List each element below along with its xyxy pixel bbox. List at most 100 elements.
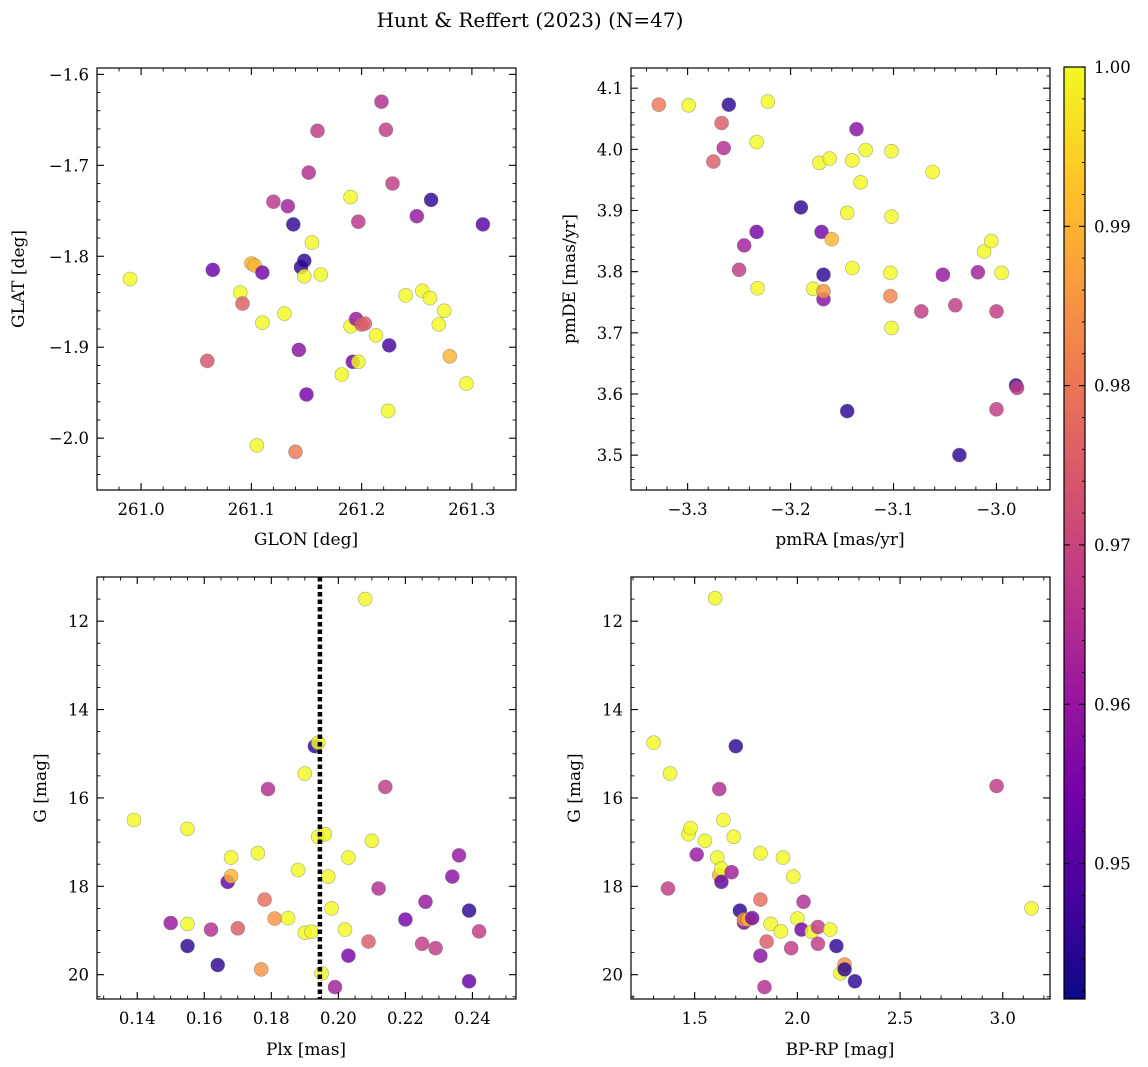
cmd-point — [810, 936, 826, 952]
glon_glat-point — [334, 367, 350, 382]
plx_g-point — [418, 894, 433, 910]
plx_g-point — [461, 973, 477, 989]
glon_glat-point — [280, 198, 296, 214]
cmd-xtick-label: 2.5 — [887, 1009, 913, 1028]
plx_g-point — [260, 781, 276, 797]
cmd-point — [753, 845, 768, 861]
glon_glat-point — [357, 316, 373, 331]
colorbar-tick-label: 0.97 — [1094, 536, 1131, 555]
glon_glat-point — [431, 317, 447, 332]
pm-point — [760, 94, 776, 109]
glon_glat-point — [368, 328, 384, 343]
colorbar-tick-label: 0.99 — [1094, 217, 1131, 236]
plx_g-point — [341, 948, 356, 964]
glon_glat-point — [409, 208, 425, 224]
glon_glat-point — [381, 338, 397, 353]
cmd-ytick-label: 20 — [602, 966, 623, 985]
colorbar-tick-label: 1.00 — [1094, 58, 1131, 77]
glon_glat-point — [205, 262, 221, 278]
ylabel-glat: GLAT [deg] — [9, 230, 29, 328]
plx_g-point — [180, 916, 195, 932]
pm-point — [681, 98, 697, 113]
glon_glat-ytick-label: −1.7 — [49, 156, 89, 175]
plx_g-point — [414, 936, 430, 952]
colorbar-tick-label: 0.95 — [1094, 855, 1131, 874]
plx_g-point — [180, 938, 195, 954]
cmd-point — [707, 590, 723, 606]
cmd-point — [796, 894, 811, 910]
plx_g-point — [280, 910, 296, 926]
cmd-point — [716, 812, 731, 828]
cmd-point — [763, 916, 779, 932]
plx_g-point — [398, 912, 413, 927]
pm-point — [736, 238, 752, 253]
cmd-point — [714, 874, 729, 890]
cmd-ytick-label: 16 — [602, 789, 623, 808]
glon_glat-point — [266, 194, 281, 209]
glon_glat-ytick-label: −1.6 — [49, 65, 89, 84]
plx_g-ytick-label: 12 — [68, 612, 89, 631]
glon_glat-xtick-label: 261.3 — [448, 500, 495, 519]
cmd-point — [689, 847, 705, 862]
cmd-ytick-label: 14 — [602, 701, 623, 720]
colorbar-gradient — [1063, 66, 1086, 1000]
cmd-point — [759, 934, 774, 949]
cmd-point — [753, 892, 768, 907]
pm-point — [721, 97, 737, 112]
plx_g-xtick-label: 0.14 — [119, 1009, 156, 1028]
glon_glat-xtick-label: 261.0 — [117, 500, 164, 519]
cmd-point — [775, 850, 791, 865]
glon_glat-xtick-label: 261.2 — [338, 500, 385, 519]
pm-point — [849, 121, 864, 137]
cmd-point — [837, 962, 852, 977]
pm-xtick-label: −3.3 — [668, 500, 708, 519]
cmd-point — [989, 778, 1004, 794]
axes-frame-pm — [630, 67, 1051, 491]
plx_g-point — [267, 911, 283, 926]
plx_g-point — [230, 920, 246, 936]
plx_g-point — [203, 922, 219, 937]
plx_g-point — [126, 812, 142, 828]
plx_g-point — [327, 979, 343, 995]
plx_g-xtick-label: 0.16 — [186, 1009, 223, 1028]
plx_g-point — [341, 850, 356, 865]
pm-point — [651, 97, 667, 112]
pm-point — [750, 280, 765, 296]
glon_glat-point — [255, 315, 270, 331]
ylabel-g-left: G [mag] — [31, 753, 51, 822]
cmd-xtick-label: 1.5 — [682, 1009, 708, 1028]
pm-ytick-label: 3.7 — [597, 324, 623, 343]
plx_g-point — [210, 957, 225, 973]
plx_g-xtick-label: 0.22 — [387, 1009, 424, 1028]
pm-point — [816, 283, 831, 299]
glon_glat-point — [398, 288, 414, 303]
cmd-point — [1024, 901, 1039, 916]
cmd-point — [822, 922, 838, 937]
pm-point — [952, 447, 967, 463]
glon_glat-point — [255, 265, 270, 280]
glon_glat-point — [277, 306, 292, 321]
cmd-point — [646, 735, 661, 751]
glon_glat-point — [249, 438, 265, 453]
pm-ytick-label: 3.5 — [597, 446, 623, 465]
pm-point — [816, 267, 831, 283]
glon_glat-point — [313, 267, 329, 282]
plx_g-point — [471, 924, 487, 939]
glon_glat-point — [299, 387, 314, 402]
pm-point — [716, 140, 732, 156]
glon_glat-point — [304, 235, 320, 250]
colorbar-tick-label: 0.96 — [1094, 695, 1131, 714]
cmd-point — [662, 766, 678, 781]
plx_g-point — [257, 892, 272, 907]
pm-point — [749, 134, 764, 150]
panel-glon-glat: 261.0 261.1 261.2 261.3 −1.6 −1.7 −1.8 −1.9 −2.0… — [9, 65, 517, 550]
pm-point — [884, 320, 899, 336]
cmd-ytick-label: 12 — [602, 612, 623, 631]
pm-point — [989, 401, 1004, 417]
pm-point — [749, 224, 764, 240]
plx_g-point — [361, 934, 376, 949]
plx_g-point — [324, 901, 339, 916]
glon_glat-point — [385, 176, 400, 191]
cmd-point — [753, 948, 768, 964]
